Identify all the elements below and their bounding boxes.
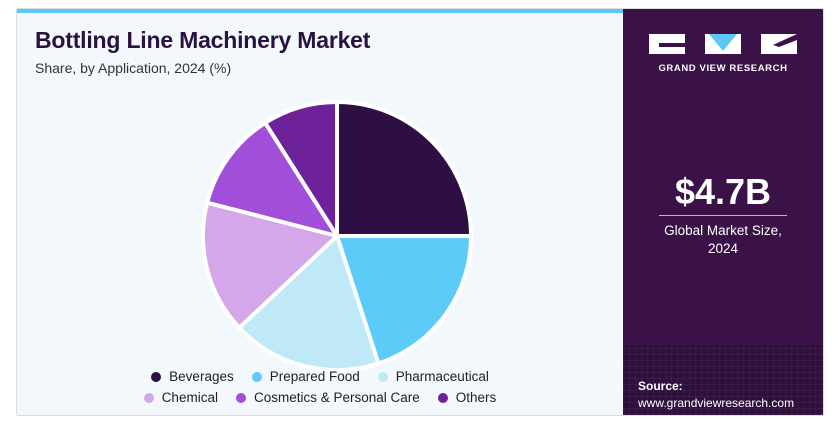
pie-slice-pharmaceutical [237, 234, 381, 372]
pie-slice-cosmetics-personal-care [205, 120, 339, 238]
legend-swatch [377, 371, 388, 382]
market-label-line1: Global Market Size, [664, 223, 782, 238]
legend-label: Chemical [161, 390, 218, 405]
legend-item: Pharmaceutical [377, 369, 489, 384]
chart-title: Bottling Line Machinery Market [35, 27, 371, 53]
legend-swatch [437, 392, 448, 403]
accent-bar [17, 9, 623, 13]
market-label-line2: 2024 [707, 241, 739, 256]
pie-slice-chemical [201, 200, 339, 330]
legend-swatch [251, 371, 262, 382]
legend-label: Beverages [169, 369, 234, 384]
divider [659, 215, 787, 216]
legend-label: Pharmaceutical [395, 369, 489, 384]
chart-subtitle: Share, by Application, 2024 (%) [35, 60, 232, 76]
brand-logo [649, 34, 797, 54]
brand-name: GRAND VIEW RESEARCH [658, 63, 788, 74]
legend-row: Chemical Cosmetics & Personal Care Others [17, 390, 623, 405]
legend-label: Cosmetics & Personal Care [253, 390, 420, 405]
source-footer [623, 345, 823, 415]
chart-card: Bottling Line Machinery Market Share, by… [16, 8, 824, 416]
source-label: Source: [638, 379, 683, 393]
legend-item: Others [437, 390, 497, 405]
legend-item: Cosmetics & Personal Care [235, 390, 420, 405]
legend-item: Prepared Food [251, 369, 360, 384]
legend-swatch [151, 371, 162, 382]
legend-label: Prepared Food [269, 369, 360, 384]
chart-legend: Beverages Prepared Food Pharmaceutical Che… [17, 369, 623, 411]
source-link[interactable]: www.grandviewresearch.com [638, 396, 795, 410]
legend-swatch [143, 392, 154, 403]
market-size-value: $4.7B [674, 171, 772, 212]
legend-item: Chemical [143, 390, 218, 405]
market-size-label: Global Market Size, 2024 [643, 222, 803, 258]
pie-slice-others [263, 100, 339, 238]
legend-item: Beverages [151, 369, 234, 384]
legend-row: Beverages Prepared Food Pharmaceutical [17, 369, 623, 384]
legend-swatch [235, 392, 246, 403]
pie-slice-beverages [335, 100, 473, 238]
pie-chart [201, 100, 473, 372]
pie-slice-prepared-food [335, 234, 473, 366]
info-panel: GRAND VIEW RESEARCH $4.7B Global Market … [623, 9, 823, 415]
legend-label: Others [455, 390, 497, 405]
